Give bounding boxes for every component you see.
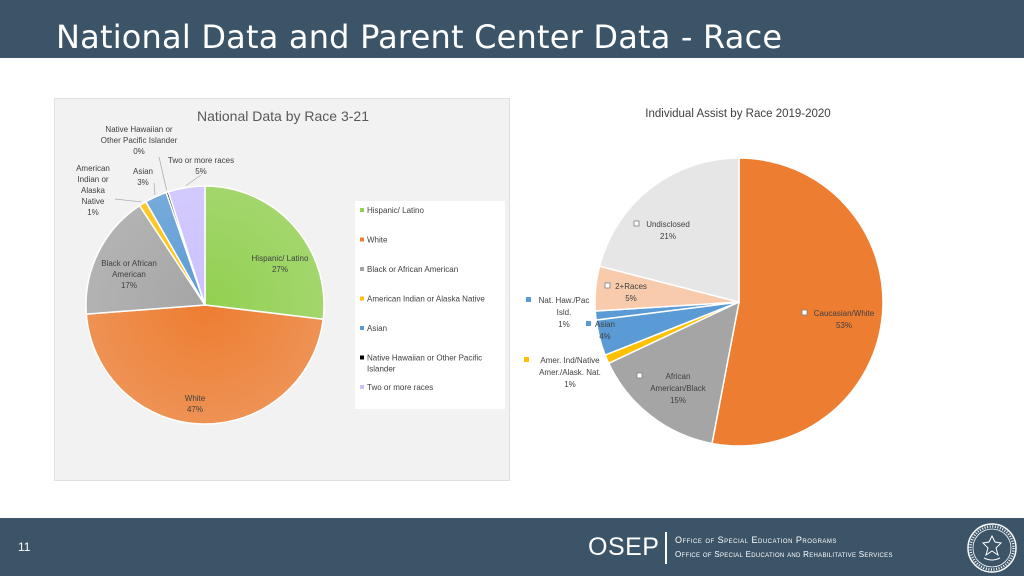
national-legend-swatch-1 — [360, 208, 364, 212]
national-race-pie-chart: National Data by Race 3-21 Hispanic/ Lati… — [76, 108, 505, 425]
assist-label-marker-undisclosed — [633, 220, 640, 227]
national-leader-line-4 — [114, 198, 142, 203]
page-number: 11 — [18, 540, 31, 554]
slide-header: National Data and Parent Center Data - R… — [0, 0, 1024, 58]
assist-label-marker-two-plus-races — [604, 282, 611, 289]
assist-label-marker-asian — [586, 321, 591, 326]
national-label-amer-indian: American Indian or Alaska Native 1% — [76, 164, 110, 217]
national-legend-swatch-7 — [360, 385, 364, 389]
national-legend-item-7: Two or more races — [367, 383, 433, 392]
national-label-two-or-more: Two or more races 5% — [168, 156, 234, 176]
osep-logo: OSEP — [588, 533, 660, 561]
national-leader-line-7 — [185, 174, 202, 186]
national-legend-box — [355, 201, 505, 409]
assist-label-undisclosed: Undisclosed 21% — [646, 220, 690, 241]
individual-assist-pie-chart: Individual Assist by Race 2019-2020 Cauca… — [524, 108, 884, 447]
department-seal-icon — [967, 523, 1017, 573]
assist-label-marker-amer-ind-native — [524, 357, 529, 362]
national-legend-item-3: Black or African American — [367, 265, 458, 274]
assist-label-amer-ind-native: Amer. Ind/Native Amer./Alask. Nat. 1% — [539, 356, 601, 389]
assist-label-two-plus-races: 2+Races 5% — [615, 282, 647, 303]
national-legend-item-2: White — [367, 236, 388, 245]
national-legend-item-4: American Indian or Alaska Native — [367, 295, 485, 304]
national-legend-item-5: Asian — [367, 324, 387, 333]
slide-footer: 11 OSEP Office of Special Education Prog… — [0, 518, 1024, 576]
logo-divider — [665, 532, 667, 564]
national-label-black: Black or African American 17% — [101, 259, 157, 290]
national-label-white: White 47% — [185, 394, 206, 414]
national-leader-line-5 — [153, 182, 156, 195]
assist-slice-1 — [711, 157, 884, 447]
assist-label-african-american-black: African American/Black 15% — [650, 372, 707, 405]
individual-assist-chart-panel: Individual Assist by Race 2019-2020 Cauca… — [520, 96, 970, 456]
national-slice-7 — [167, 185, 206, 306]
office-name: Office of Special Education Programs — [675, 535, 837, 545]
assist-label-marker-nat-haw-pac-isld — [526, 297, 531, 302]
national-slice-3 — [85, 204, 207, 315]
assist-slice-2 — [607, 300, 741, 445]
office-subname: Office of Special Education and Rehabili… — [675, 550, 893, 559]
national-leader-line-6 — [158, 156, 167, 191]
assist-label-nat-haw-pac-isld: Nat. Haw./Pac Isld. 1% — [539, 296, 590, 329]
assist-label-marker-caucasian-white — [801, 309, 808, 316]
slide-title: National Data and Parent Center Data - R… — [56, 18, 783, 56]
national-legend-item-6: Native Hawaiian or Other Pacific Islander — [367, 354, 482, 374]
national-label-hispanic: Hispanic/ Latino 27% — [252, 254, 309, 274]
national-legend-item-1: Hispanic/ Latino — [367, 206, 424, 215]
national-label-nat-haw: Native Hawaiian or Other Pacific Islander… — [101, 125, 178, 156]
national-legend-swatch-3 — [360, 267, 364, 271]
assist-label-asian: Asian 4% — [595, 320, 615, 341]
national-slice-2 — [85, 304, 324, 425]
assist-chart-title: Individual Assist by Race 2019-2020 — [645, 108, 830, 120]
assist-slice-7 — [598, 157, 740, 303]
national-chart-title: National Data by Race 3-21 — [197, 108, 369, 124]
national-legend-swatch-2 — [360, 237, 364, 242]
national-race-chart-panel: National Data by Race 3-21 Hispanic/ Lati… — [54, 98, 510, 481]
national-legend-swatch-4 — [360, 296, 364, 301]
assist-label-caucasian-white: Caucasian/White 53% — [814, 309, 875, 330]
national-label-asian: Asian 3% — [133, 167, 153, 187]
assist-label-marker-african-american-black — [636, 372, 643, 379]
national-legend-swatch-6 — [360, 355, 364, 360]
national-slice-1 — [204, 185, 325, 321]
national-legend-swatch-5 — [360, 326, 364, 330]
